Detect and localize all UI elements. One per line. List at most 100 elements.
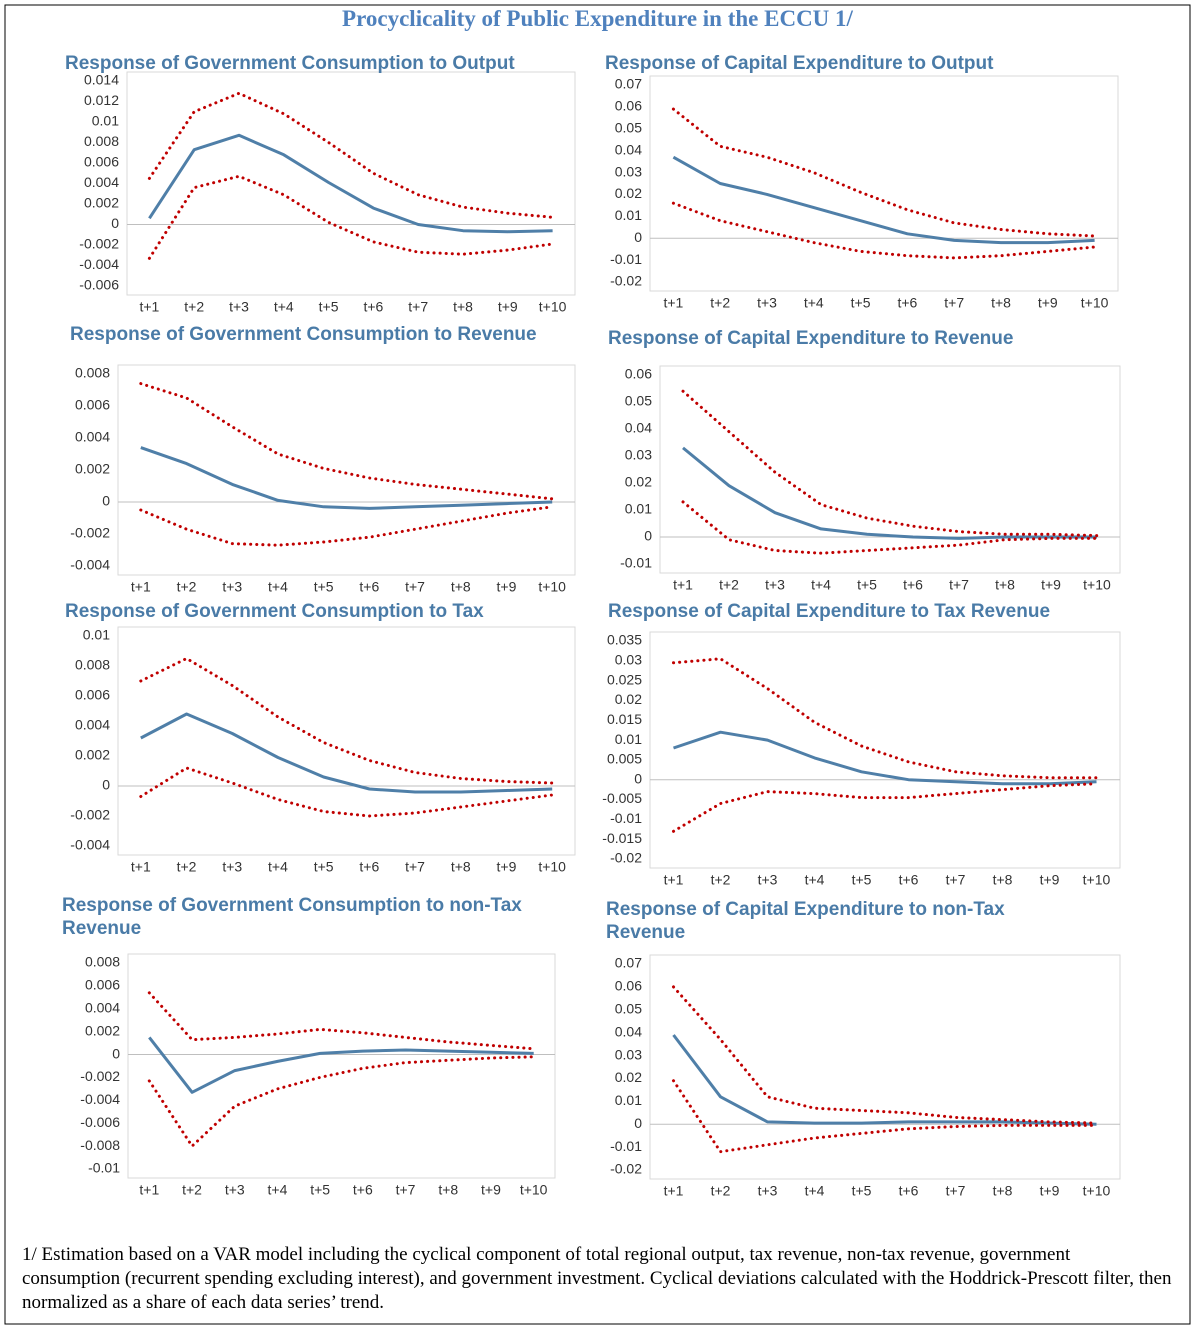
x-tick-label: t+7 bbox=[405, 579, 425, 595]
y-tick-label: 0.004 bbox=[84, 174, 119, 190]
y-tick-label: -0.02 bbox=[610, 1161, 642, 1177]
x-tick-label: t+9 bbox=[498, 299, 518, 315]
x-tick-label: t+1 bbox=[139, 1182, 159, 1198]
y-tick-label: 0.01 bbox=[615, 1092, 642, 1108]
x-tick-label: t+10 bbox=[1083, 577, 1111, 593]
band-line bbox=[671, 201, 1097, 260]
y-tick-label: -0.01 bbox=[610, 251, 642, 267]
y-tick-label: 0.002 bbox=[85, 1022, 120, 1038]
x-tick-label: t+2 bbox=[719, 577, 739, 593]
x-tick-label: t+2 bbox=[711, 1183, 731, 1199]
x-tick-label: t+7 bbox=[949, 577, 969, 593]
page-title: Procyclicality of Public Expenditure in … bbox=[342, 6, 853, 31]
y-tick-label: 0.04 bbox=[615, 141, 642, 157]
plot-border bbox=[659, 365, 1121, 574]
response-line bbox=[672, 1034, 1097, 1126]
outer-border bbox=[4, 4, 1191, 1325]
x-tick-label: t+3 bbox=[229, 299, 249, 315]
x-tick-label: t+8 bbox=[991, 295, 1011, 311]
y-tick-label: 0 bbox=[644, 528, 652, 544]
band-line bbox=[139, 505, 554, 547]
y-tick-label: 0 bbox=[102, 777, 110, 793]
x-tick-label: t+10 bbox=[539, 299, 567, 315]
y-tick-label: 0 bbox=[634, 770, 642, 786]
x-tick-label: t+10 bbox=[1083, 1183, 1111, 1199]
y-tick-label: 0.006 bbox=[85, 977, 120, 993]
x-tick-label: t+9 bbox=[1040, 872, 1060, 888]
x-tick-label: t+1 bbox=[664, 1183, 684, 1199]
y-tick-label: 0.06 bbox=[615, 978, 642, 994]
x-tick-label: t+3 bbox=[222, 579, 242, 595]
footnote: 1/ Estimation based on a VAR model inclu… bbox=[22, 1244, 1172, 1313]
x-tick-label: t+3 bbox=[757, 295, 777, 311]
y-tick-label: 0.07 bbox=[615, 955, 642, 971]
plot-border bbox=[117, 626, 576, 856]
y-tick-label: 0.035 bbox=[607, 632, 642, 648]
x-tick-label: t+2 bbox=[182, 1182, 202, 1198]
x-tick-label: t+1 bbox=[131, 579, 151, 595]
y-tick-label: 0.002 bbox=[75, 747, 110, 763]
response-line bbox=[148, 1036, 534, 1094]
x-tick-label: t+7 bbox=[946, 1183, 966, 1199]
band-line bbox=[681, 500, 1099, 555]
y-tick-label: -0.01 bbox=[620, 555, 652, 571]
x-tick-label: t+10 bbox=[1081, 295, 1109, 311]
x-tick-label: t+4 bbox=[804, 295, 824, 311]
band-line bbox=[672, 782, 1098, 833]
x-tick-label: t+8 bbox=[453, 299, 473, 315]
band-line bbox=[672, 1079, 1098, 1154]
y-tick-label: -0.015 bbox=[602, 830, 642, 846]
x-tick-label: t+8 bbox=[993, 1183, 1013, 1199]
x-tick-label: t+10 bbox=[538, 859, 566, 875]
y-tick-label: -0.01 bbox=[610, 810, 642, 826]
band-line bbox=[672, 657, 1098, 780]
y-tick-label: -0.01 bbox=[88, 1160, 120, 1176]
chart-title: Response of Capital Expenditure to non-T… bbox=[606, 899, 1005, 943]
x-tick-label: t+4 bbox=[274, 299, 294, 315]
x-tick-label: t+3 bbox=[222, 859, 242, 875]
y-tick-label: -0.004 bbox=[70, 557, 110, 573]
x-tick-label: t+5 bbox=[857, 577, 877, 593]
x-tick-label: t+6 bbox=[363, 299, 383, 315]
y-tick-label: 0.01 bbox=[615, 731, 642, 747]
y-tick-label: -0.008 bbox=[80, 1137, 120, 1153]
x-tick-label: t+3 bbox=[765, 577, 785, 593]
y-tick-label: -0.004 bbox=[79, 256, 119, 272]
x-tick-label: t+9 bbox=[497, 859, 517, 875]
y-tick-label: 0.004 bbox=[75, 717, 110, 733]
y-tick-label: 0.012 bbox=[84, 92, 119, 108]
y-tick-label: -0.004 bbox=[80, 1091, 120, 1107]
y-tick-label: 0.014 bbox=[84, 72, 119, 88]
y-tick-label: -0.002 bbox=[70, 525, 110, 541]
y-tick-label: -0.005 bbox=[602, 790, 642, 806]
y-tick-label: 0.04 bbox=[615, 1023, 642, 1039]
y-tick-label: -0.006 bbox=[80, 1114, 120, 1130]
y-tick-label: 0.06 bbox=[615, 98, 642, 114]
response-line bbox=[140, 712, 553, 794]
x-tick-label: t+5 bbox=[310, 1182, 330, 1198]
x-tick-label: t+6 bbox=[359, 859, 379, 875]
x-tick-label: t+4 bbox=[268, 1182, 288, 1198]
x-tick-label: t+5 bbox=[852, 1183, 872, 1199]
y-tick-label: 0.004 bbox=[85, 999, 120, 1015]
y-tick-label: 0.01 bbox=[615, 207, 642, 223]
y-tick-label: -0.002 bbox=[70, 807, 110, 823]
x-tick-label: t+8 bbox=[993, 872, 1013, 888]
x-tick-label: t+9 bbox=[1040, 1183, 1060, 1199]
response-line bbox=[140, 446, 553, 510]
y-tick-label: 0.03 bbox=[615, 163, 642, 179]
plot-border bbox=[649, 954, 1121, 1180]
x-tick-label: t+7 bbox=[396, 1182, 416, 1198]
x-tick-label: t+6 bbox=[359, 579, 379, 595]
x-tick-label: t+10 bbox=[538, 579, 566, 595]
chart-title: Response of Government Consumption to no… bbox=[62, 895, 522, 939]
y-tick-label: 0 bbox=[102, 493, 110, 509]
x-tick-label: t+9 bbox=[481, 1182, 501, 1198]
y-tick-label: 0.008 bbox=[84, 133, 119, 149]
x-tick-label: t+2 bbox=[711, 872, 731, 888]
response-line bbox=[682, 446, 1097, 540]
y-tick-label: -0.02 bbox=[610, 850, 642, 866]
band-line bbox=[672, 985, 1098, 1125]
y-tick-label: 0.03 bbox=[625, 447, 652, 463]
